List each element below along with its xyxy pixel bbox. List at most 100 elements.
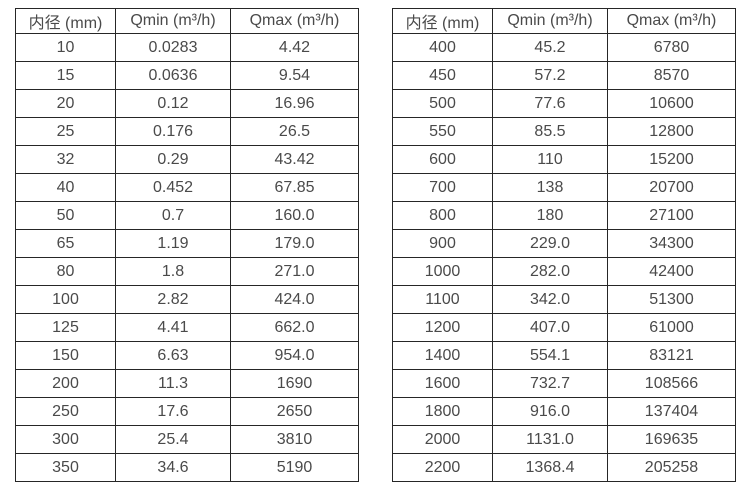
qmax-cell: 424.0 [230, 285, 359, 314]
diameter-cell: 32 [15, 145, 116, 174]
diameter-cell: 15 [15, 61, 116, 90]
diameter-cell: 350 [15, 453, 116, 482]
table-row: 1000 282.0 42400 [392, 257, 736, 286]
table-row: 10 0.0283 4.42 [15, 33, 359, 62]
header-row: 内径 (mm) Qmin (m³/h) Qmax (m³/h) [392, 8, 736, 34]
diameter-cell: 900 [392, 229, 493, 258]
table-row: 300 25.4 3810 [15, 425, 359, 454]
diameter-cell: 150 [15, 341, 116, 370]
qmin-cell: 180 [492, 201, 608, 230]
qmin-cell: 342.0 [492, 285, 608, 314]
qmin-cell: 0.0636 [115, 61, 231, 90]
qmax-cell: 83121 [607, 341, 736, 370]
qmin-cell: 0.176 [115, 117, 231, 146]
qmin-cell: 229.0 [492, 229, 608, 258]
diameter-cell: 1100 [392, 285, 493, 314]
table-row: 550 85.5 12800 [392, 117, 736, 146]
table-row: 450 57.2 8570 [392, 61, 736, 90]
diameter-cell: 300 [15, 425, 116, 454]
qmax-cell: 61000 [607, 313, 736, 342]
qmin-cell: 1368.4 [492, 453, 608, 482]
diameter-cell: 250 [15, 397, 116, 426]
table-row: 250 17.6 2650 [15, 397, 359, 426]
qmin-cell: 85.5 [492, 117, 608, 146]
qmax-cell: 160.0 [230, 201, 359, 230]
qmin-cell: 2.82 [115, 285, 231, 314]
table-row: 1600 732.7 108566 [392, 369, 736, 398]
column-header-diameter: 内径 (mm) [392, 8, 493, 34]
qmin-cell: 110 [492, 145, 608, 174]
flow-table-large-diameters: 内径 (mm) Qmin (m³/h) Qmax (m³/h) 400 45.2 6780… [392, 8, 736, 482]
qmax-cell: 205258 [607, 453, 736, 482]
table-row: 500 77.6 10600 [392, 89, 736, 118]
table-row: 1200 407.0 61000 [392, 313, 736, 342]
qmin-cell: 4.41 [115, 313, 231, 342]
column-header-qmin: Qmin (m³/h) [115, 8, 231, 34]
qmin-cell: 554.1 [492, 341, 608, 370]
qmax-cell: 9.54 [230, 61, 359, 90]
qmax-cell: 15200 [607, 145, 736, 174]
diameter-cell: 500 [392, 89, 493, 118]
qmin-cell: 17.6 [115, 397, 231, 426]
qmin-cell: 1131.0 [492, 425, 608, 454]
diameter-cell: 125 [15, 313, 116, 342]
qmax-cell: 51300 [607, 285, 736, 314]
diameter-cell: 1200 [392, 313, 493, 342]
flow-table-small-diameters: 内径 (mm) Qmin (m³/h) Qmax (m³/h) 10 0.0283 4.4… [15, 8, 359, 482]
diameter-cell: 450 [392, 61, 493, 90]
qmin-cell: 34.6 [115, 453, 231, 482]
diameter-cell: 50 [15, 201, 116, 230]
table-row: 350 34.6 5190 [15, 453, 359, 482]
table-row: 25 0.176 26.5 [15, 117, 359, 146]
diameter-cell: 550 [392, 117, 493, 146]
table-row: 400 45.2 6780 [392, 33, 736, 62]
qmax-cell: 42400 [607, 257, 736, 286]
diameter-cell: 1800 [392, 397, 493, 426]
diameter-cell: 800 [392, 201, 493, 230]
header-row: 内径 (mm) Qmin (m³/h) Qmax (m³/h) [15, 8, 359, 34]
column-header-qmax: Qmax (m³/h) [230, 8, 359, 34]
qmax-cell: 954.0 [230, 341, 359, 370]
diameter-cell: 700 [392, 173, 493, 202]
qmax-cell: 27100 [607, 201, 736, 230]
qmin-cell: 282.0 [492, 257, 608, 286]
qmin-cell: 57.2 [492, 61, 608, 90]
table-row: 900 229.0 34300 [392, 229, 736, 258]
table-row: 1400 554.1 83121 [392, 341, 736, 370]
qmax-cell: 43.42 [230, 145, 359, 174]
table-row: 50 0.7 160.0 [15, 201, 359, 230]
qmax-cell: 67.85 [230, 173, 359, 202]
qmax-cell: 179.0 [230, 229, 359, 258]
qmin-cell: 0.0283 [115, 33, 231, 62]
qmin-cell: 1.8 [115, 257, 231, 286]
qmin-cell: 77.6 [492, 89, 608, 118]
diameter-cell: 25 [15, 117, 116, 146]
qmin-cell: 1.19 [115, 229, 231, 258]
qmax-cell: 16.96 [230, 89, 359, 118]
qmax-cell: 1690 [230, 369, 359, 398]
table-row: 200 11.3 1690 [15, 369, 359, 398]
table-row: 1100 342.0 51300 [392, 285, 736, 314]
diameter-cell: 80 [15, 257, 116, 286]
diameter-cell: 600 [392, 145, 493, 174]
diameter-cell: 400 [392, 33, 493, 62]
diameter-cell: 40 [15, 173, 116, 202]
table-row: 150 6.63 954.0 [15, 341, 359, 370]
diameter-cell: 1400 [392, 341, 493, 370]
table-row: 700 138 20700 [392, 173, 736, 202]
table-row: 15 0.0636 9.54 [15, 61, 359, 90]
table-row: 32 0.29 43.42 [15, 145, 359, 174]
column-header-diameter: 内径 (mm) [15, 8, 116, 34]
table-row: 2000 1131.0 169635 [392, 425, 736, 454]
diameter-cell: 200 [15, 369, 116, 398]
qmax-cell: 10600 [607, 89, 736, 118]
qmin-cell: 732.7 [492, 369, 608, 398]
diameter-cell: 65 [15, 229, 116, 258]
diameter-cell: 1000 [392, 257, 493, 286]
qmax-cell: 108566 [607, 369, 736, 398]
qmin-cell: 0.29 [115, 145, 231, 174]
qmax-cell: 5190 [230, 453, 359, 482]
qmin-cell: 6.63 [115, 341, 231, 370]
qmax-cell: 2650 [230, 397, 359, 426]
